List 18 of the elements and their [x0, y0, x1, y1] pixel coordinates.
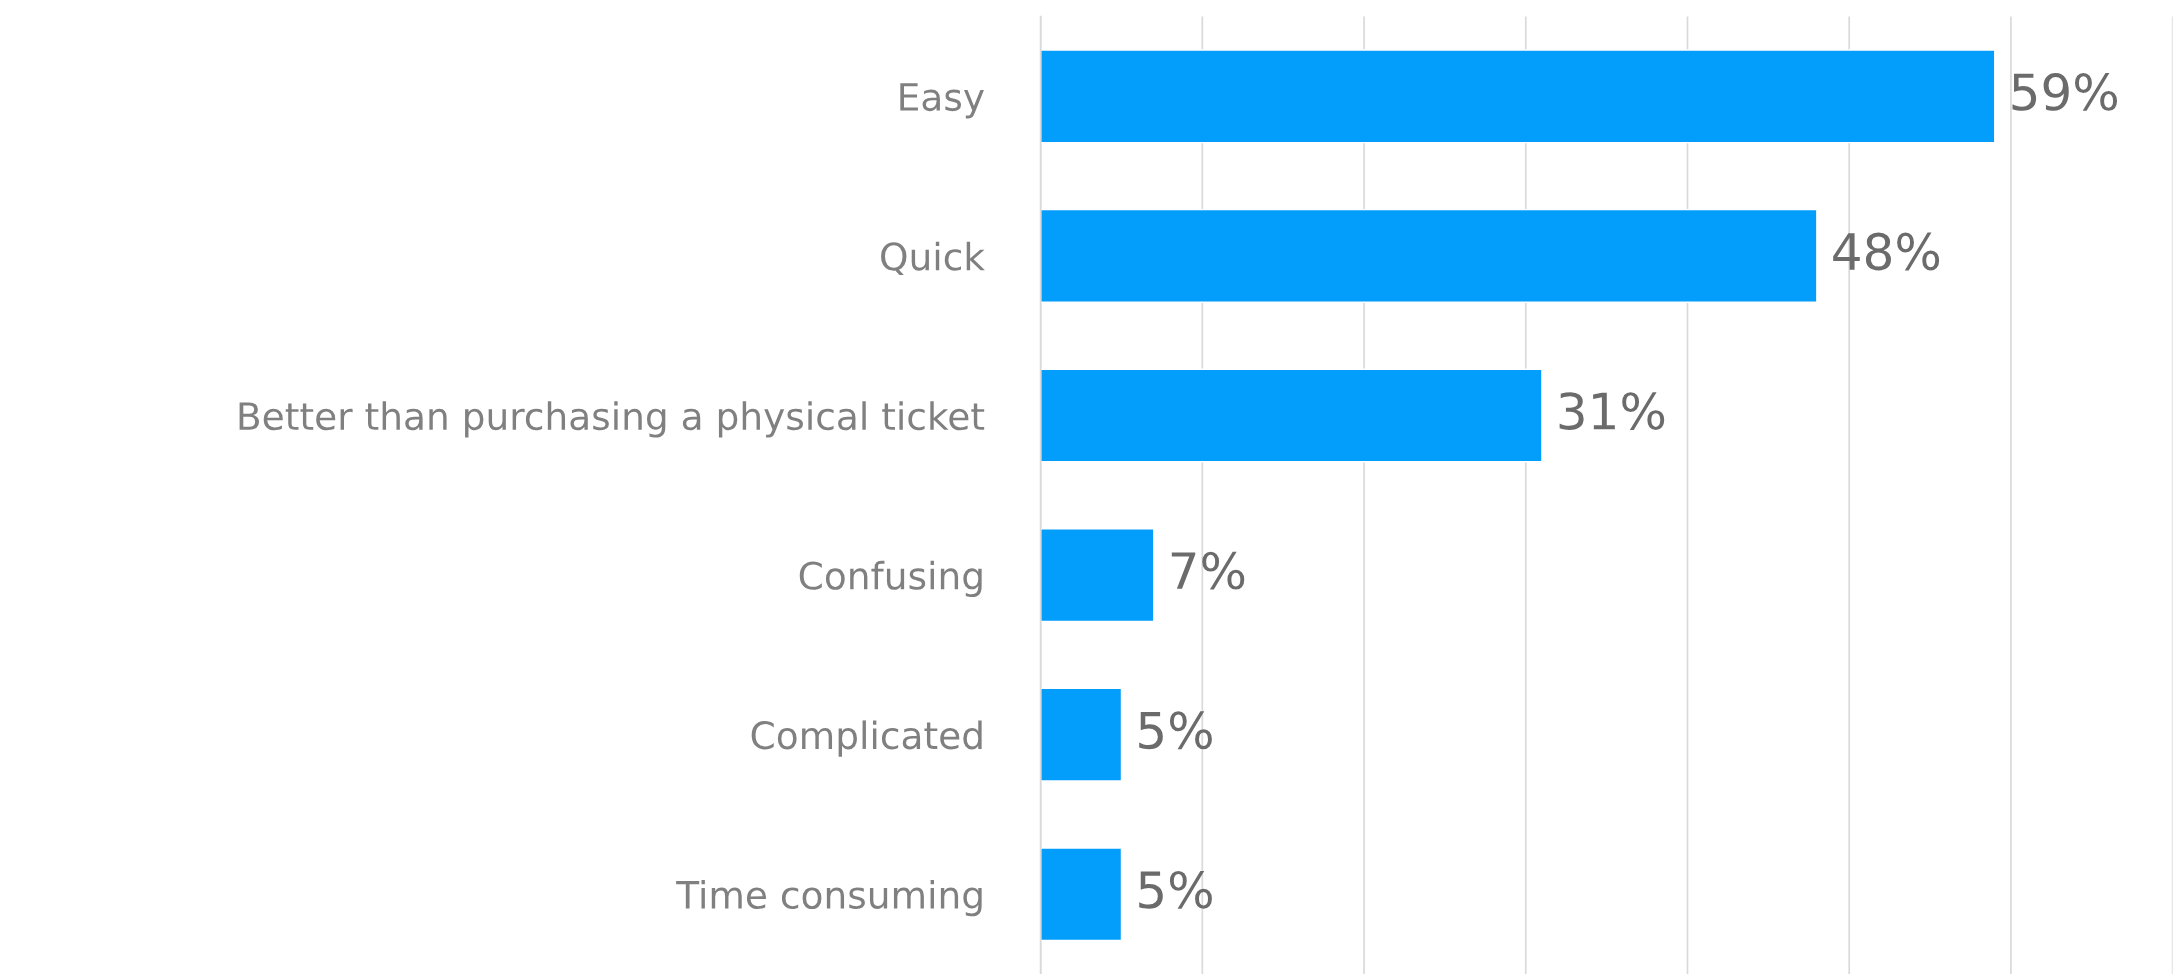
data-label: 5%	[1139, 711, 1212, 750]
y-tick-label: Easy	[900, 83, 984, 119]
data-label: 48%	[1833, 232, 1940, 271]
bar	[1040, 49, 1996, 144]
y-tick-label: Time consuming	[676, 879, 982, 917]
y-tick-label: Quick	[881, 241, 985, 275]
bar	[1040, 528, 1155, 623]
y-tick-label: Confusing	[799, 560, 982, 598]
bar	[1040, 208, 1818, 303]
data-label: 59%	[2012, 73, 2118, 111]
bar	[1040, 368, 1543, 463]
y-tick-label: Complicated	[751, 720, 982, 757]
bar	[1040, 687, 1123, 782]
y-tick-label: Better than purchasing a physical ticket	[239, 401, 985, 438]
data-label: 5%	[1139, 870, 1212, 909]
data-label: 7%	[1171, 551, 1245, 590]
bar	[1040, 847, 1123, 942]
data-label: 31%	[1559, 392, 1665, 430]
